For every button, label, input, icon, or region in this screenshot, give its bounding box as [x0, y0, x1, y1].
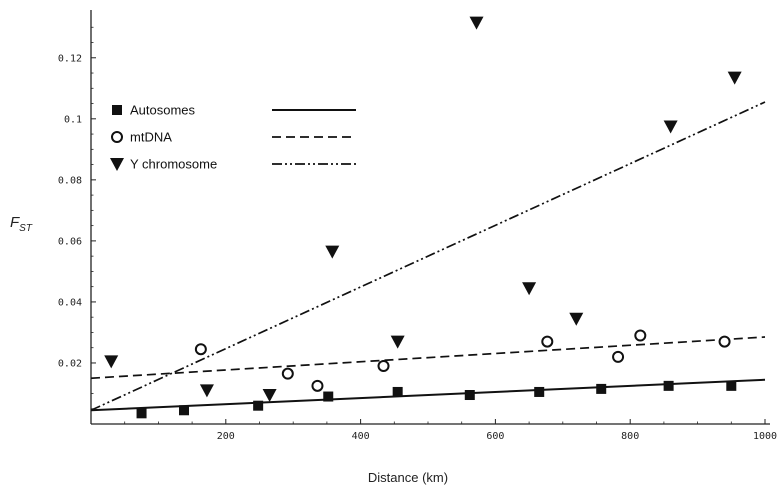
legend-mtdna-label: mtDNA: [130, 130, 172, 145]
legend-autosomes-marker: [112, 105, 122, 115]
y-chromosome-point: [262, 389, 277, 403]
y-tick-label: 0.1: [64, 114, 82, 125]
legend: Autosomes mtDNA Y chromosome: [110, 103, 356, 172]
y-axis-label-main: F: [10, 214, 20, 231]
y-axis-label: FST: [10, 214, 33, 234]
autosomes-point: [253, 400, 264, 411]
y-tick-label: 0.04: [58, 297, 82, 308]
x-axis-label: Distance (km): [368, 470, 448, 485]
x-tick-label: 1000: [753, 431, 777, 442]
y-tick-label: 0.08: [58, 175, 82, 186]
mtdna-point: [194, 343, 207, 356]
y-tick-label: 0.02: [58, 358, 82, 369]
y-chromosome-point: [325, 245, 340, 259]
autosomes-point: [596, 383, 607, 394]
x-tick-label: 200: [217, 431, 235, 442]
axes: 200 400 600 800 1000 0.02 0.04 0.06 0.08 0.1 0.12: [58, 10, 777, 442]
fit-lines: [90, 101, 766, 412]
autosomes-point: [136, 408, 147, 419]
mtdna-point: [311, 379, 324, 392]
y-chromosome-point: [663, 120, 678, 134]
mtdna-point: [634, 329, 647, 342]
legend-y-chromosome-label: Y chromosome: [130, 157, 217, 172]
y-tick-label: 0.12: [58, 53, 82, 64]
mtdna-point: [718, 335, 731, 348]
y-chromosome-point: [469, 16, 484, 30]
y-chromosome-point: [522, 282, 537, 296]
legend-autosomes-label: Autosomes: [130, 103, 196, 118]
data-points: [104, 16, 742, 419]
x-tick-label: 600: [486, 431, 504, 442]
autosomes-point: [392, 386, 403, 397]
y-chromosome-point: [199, 384, 214, 398]
autosomes-point: [464, 390, 475, 401]
autosomes-fit-line: [90, 378, 766, 412]
autosomes-point: [534, 386, 545, 397]
mtdna-point: [281, 367, 294, 380]
legend-mtdna-marker: [111, 131, 123, 143]
mtdna-fit-line: [90, 336, 766, 380]
autosomes-point: [726, 380, 737, 391]
autosomes-point: [179, 405, 190, 416]
y-tick-label: 0.06: [58, 236, 82, 247]
y-chromosome-point: [104, 355, 119, 369]
autosomes-point: [663, 380, 674, 391]
legend-y-chromosome-marker: [110, 158, 124, 171]
mtdna-point: [612, 350, 625, 363]
mtdna-point: [377, 360, 390, 373]
y-chromosome-fit-line: [90, 101, 766, 412]
x-tick-label: 800: [621, 431, 639, 442]
autosomes-point: [323, 391, 334, 402]
y-chromosome-point: [727, 71, 742, 85]
mtdna-point: [541, 335, 554, 348]
x-tick-label: 400: [352, 431, 370, 442]
y-chromosome-point: [569, 312, 584, 326]
y-chromosome-point: [390, 335, 405, 349]
y-axis-label-subscript: ST: [19, 223, 33, 234]
